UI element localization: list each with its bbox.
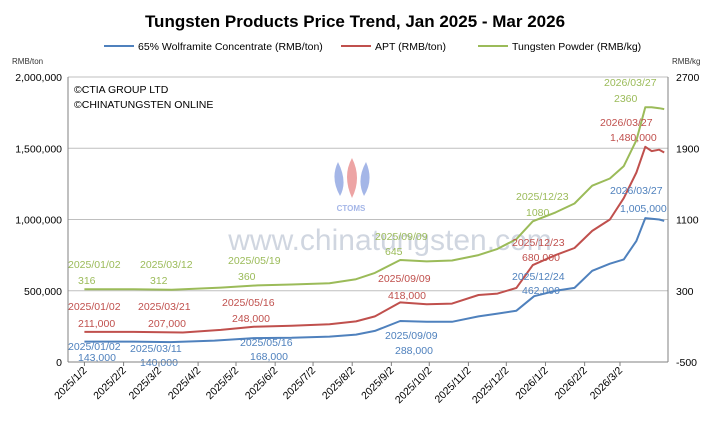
left-tick-label: 0	[56, 357, 62, 369]
legend-label: 65% Wolframite Concentrate (RMB/ton)	[138, 41, 323, 53]
x-tick-label: 2025/10/2	[393, 365, 435, 407]
right-tick-label: -500	[676, 357, 697, 369]
series-layer	[84, 106, 665, 344]
annotation-date: 2025/01/02	[68, 341, 121, 353]
annotation-value: 248,000	[232, 313, 270, 325]
annotation-value: 1,480,000	[610, 132, 657, 144]
right-tick-label: 1900	[676, 143, 700, 155]
annotation-value: 316	[78, 275, 96, 287]
annotation-date: 2025/03/21	[138, 301, 191, 313]
x-tick-label: 2026/2/2	[552, 365, 589, 402]
watermark: CTOMS www.chinatungsten.com	[227, 158, 552, 257]
left-tick-label: 2,000,000	[15, 72, 62, 84]
x-tick-label: 2025/3/2	[127, 365, 164, 402]
x-tick-label: 2025/4/2	[166, 365, 203, 402]
legend: 65% Wolframite Concentrate (RMB/ton) APT …	[104, 41, 641, 53]
left-axis-unit: RMB/ton	[12, 57, 43, 66]
right-tick-label: 1100	[676, 215, 699, 227]
annotation-date: 2025/09/09	[378, 273, 431, 285]
legend-label: Tungsten Powder (RMB/kg)	[512, 41, 641, 53]
annotation-value: 360	[238, 271, 256, 283]
annotation-date: 2025/03/12	[140, 259, 193, 271]
ctoms-logo: CTOMS	[334, 158, 370, 213]
copyright-line-1: ©CTIA GROUP LTD	[74, 84, 169, 96]
right-tick-label: 300	[676, 286, 694, 298]
series-line-1	[84, 145, 665, 334]
annotation-value: 2360	[614, 93, 638, 105]
x-tick-label: 2025/8/2	[320, 365, 357, 402]
annotation-value: 288,000	[395, 345, 433, 357]
x-tick-label: 2025/7/2	[281, 365, 318, 402]
left-tick-label: 500,000	[24, 286, 62, 298]
annotation-date: 2026/03/27	[610, 185, 663, 197]
x-tick-label: 2025/1/2	[52, 365, 89, 402]
left-tick-label: 1,000,000	[15, 215, 62, 227]
copyright: ©CTIA GROUP LTD ©CHINATUNGSTEN ONLINE	[74, 84, 213, 111]
annotation-value: 418,000	[388, 290, 426, 302]
x-tick-label: 2025/12/2	[470, 365, 512, 407]
annotation-date: 2025/03/11	[130, 343, 182, 355]
annotation-value: 143,000	[78, 352, 116, 364]
chart-title: Tungsten Products Price Trend, Jan 2025 …	[145, 12, 565, 31]
annotation-value: 168,000	[250, 351, 288, 363]
annotation-layer: 2025/01/02143,0002025/03/11140,0002025/0…	[68, 77, 667, 369]
x-tick-label: 2025/5/2	[204, 365, 241, 402]
annotation-date: 2025/12/23	[512, 237, 565, 249]
right-tick-label: 2700	[676, 72, 700, 84]
watermark-text: www.chinatungsten.com	[227, 224, 552, 257]
annotation-date: 2025/05/16	[240, 337, 293, 349]
annotation-value: 680,000	[522, 252, 560, 264]
annotation-value: 312	[150, 275, 168, 287]
annotation-date: 2025/09/09	[385, 330, 438, 342]
annotation-date: 2025/09/09	[375, 231, 428, 243]
right-axis-unit: RMB/kg	[672, 57, 700, 66]
x-tick-label: 2025/6/2	[243, 365, 280, 402]
grid	[68, 76, 668, 292]
annotation-date: 2025/12/23	[516, 191, 569, 203]
annotation-date: 2025/01/02	[68, 301, 121, 313]
annotation-date: 2025/05/19	[228, 255, 281, 267]
annotation-date: 2026/03/27	[604, 77, 657, 89]
series-line-0	[84, 217, 665, 344]
annotation-value: 1080	[526, 207, 550, 219]
left-tick-label: 1,500,000	[15, 143, 62, 155]
legend-label: APT (RMB/ton)	[375, 41, 446, 53]
x-tick-label: 2025/2/2	[91, 365, 128, 402]
annotation-date: 2025/01/02	[68, 259, 121, 271]
annotation-value: 645	[385, 246, 403, 258]
series-line-2	[84, 106, 665, 291]
annotation-date: 2026/03/27	[600, 117, 653, 129]
annotation-value: 1,005,000	[620, 203, 667, 215]
logo-text: CTOMS	[337, 204, 366, 213]
x-tick-label: 2026/3/2	[588, 365, 625, 402]
annotation-value: 207,000	[148, 318, 186, 330]
x-tick-label: 2025/9/2	[359, 365, 396, 402]
annotation-date: 2025/12/24	[512, 271, 565, 283]
annotation-date: 2025/05/16	[222, 297, 275, 309]
annotation-value: 462,000	[522, 285, 560, 297]
x-tick-label: 2026/1/2	[513, 365, 550, 402]
annotation-value: 211,000	[78, 318, 115, 330]
copyright-line-2: ©CHINATUNGSTEN ONLINE	[74, 99, 213, 111]
x-tick-label: 2025/11/2	[433, 365, 474, 406]
